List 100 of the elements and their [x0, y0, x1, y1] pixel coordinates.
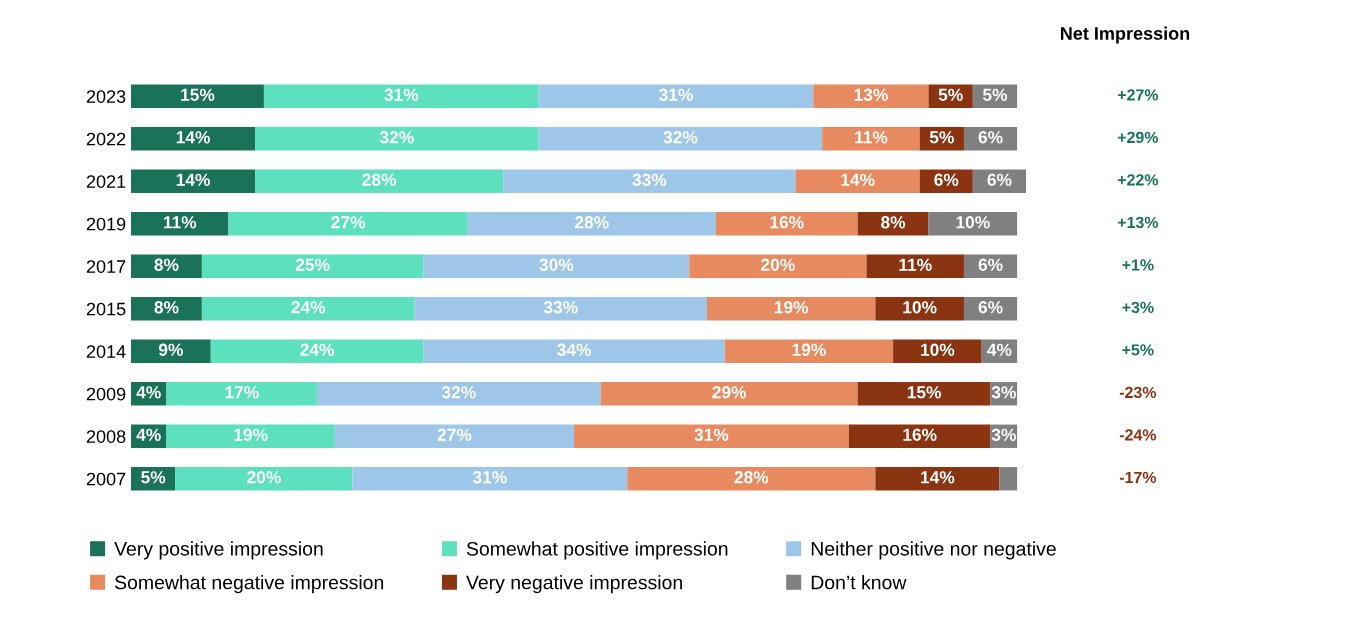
data-label: 24%	[300, 343, 335, 356]
data-label: 28%	[362, 173, 397, 186]
data-label: 11%	[899, 258, 932, 271]
data-label: 32%	[663, 131, 698, 144]
bar	[423, 254, 690, 278]
data-label: 32%	[441, 386, 476, 399]
y-tick-label: 2009	[86, 387, 126, 401]
data-label: 14%	[921, 471, 955, 484]
data-label: 25%	[295, 258, 330, 271]
bar	[538, 84, 814, 108]
legend-label: Neither positive nor negative	[811, 541, 1056, 560]
data-label: 19%	[234, 428, 268, 441]
data-label: 14%	[841, 173, 875, 186]
data-label: 8%	[881, 216, 906, 229]
legend-label: Very positive impression	[114, 541, 323, 560]
data-label: 16%	[770, 216, 804, 229]
text: +22%	[1117, 174, 1159, 186]
text: +5%	[1122, 344, 1154, 356]
bar	[503, 169, 796, 193]
data-label: 10%	[956, 216, 990, 229]
bar	[715, 212, 858, 236]
bar	[166, 382, 318, 406]
bar	[131, 212, 229, 236]
bar	[131, 169, 256, 193]
data-label: 14%	[176, 173, 210, 186]
data-label: 34%	[557, 343, 591, 356]
data-label: 24%	[291, 301, 326, 314]
bar	[175, 467, 353, 491]
y-tick-label: 2023	[86, 90, 126, 103]
legend-label: Don’t know	[811, 575, 907, 590]
legend-label: Somewhat positive impression	[466, 541, 728, 560]
y-tick-label: 2008	[86, 430, 126, 443]
bar	[255, 127, 539, 151]
legend-label: Very negative impression	[466, 575, 682, 594]
data-label: 16%	[903, 428, 937, 441]
data-label: 8%	[154, 258, 179, 271]
bar	[166, 424, 335, 448]
text: Net Impression	[1060, 26, 1190, 44]
bar	[795, 169, 920, 193]
bar	[131, 297, 202, 321]
data-label: 19%	[792, 343, 826, 356]
bar	[627, 467, 876, 491]
y-tick-label: 2021	[86, 175, 126, 188]
bar	[201, 297, 415, 321]
y-tick-label: 2015	[86, 302, 126, 316]
data-label: 5%	[982, 88, 1008, 101]
bar	[201, 254, 424, 278]
bar	[131, 127, 256, 151]
data-label: 32%	[379, 131, 414, 144]
bar	[255, 169, 504, 193]
text: +3%	[1122, 301, 1154, 314]
bar	[352, 467, 628, 491]
bar	[848, 424, 991, 448]
y-tick-label: 2022	[86, 132, 126, 146]
text: -23%	[1119, 386, 1157, 399]
bar	[574, 424, 849, 448]
bar	[822, 127, 920, 151]
text: -17%	[1119, 471, 1157, 484]
data-label: 33%	[632, 173, 667, 186]
bar	[131, 339, 211, 363]
data-label: 10%	[903, 301, 937, 314]
bar	[210, 339, 424, 363]
bar	[875, 467, 1000, 491]
bar	[999, 467, 1018, 491]
data-label: 11%	[163, 216, 197, 229]
bar	[263, 84, 539, 108]
bar	[334, 424, 575, 448]
bar	[600, 382, 858, 406]
data-label: 31%	[384, 88, 419, 101]
data-label: 33%	[543, 301, 578, 314]
bar	[689, 254, 867, 278]
data-label: 31%	[659, 88, 693, 101]
data-label: 27%	[437, 428, 472, 441]
data-label: 20%	[247, 471, 281, 484]
data-label: 28%	[734, 471, 769, 484]
data-label: 3%	[991, 428, 1016, 441]
data-label: 8%	[154, 301, 179, 314]
bar	[317, 382, 601, 406]
text: -24%	[1119, 429, 1157, 441]
data-label: 11%	[855, 131, 888, 144]
data-label: 31%	[472, 471, 507, 484]
bar	[893, 339, 982, 363]
bar	[538, 127, 823, 151]
legend-label: Somewhat negative impression	[115, 575, 384, 594]
data-label: 4%	[987, 343, 1012, 356]
text: +29%	[1117, 131, 1159, 144]
bar	[866, 254, 964, 278]
bar	[875, 297, 964, 321]
data-label: 4%	[136, 386, 161, 399]
data-label: 3%	[991, 386, 1016, 399]
bar	[414, 297, 707, 321]
bar	[813, 84, 929, 108]
data-label: 6%	[987, 173, 1012, 186]
y-tick-label: 2007	[86, 472, 126, 486]
bar	[857, 212, 929, 236]
data-label: 29%	[712, 386, 747, 399]
data-label: 5%	[141, 471, 166, 484]
data-label: 27%	[331, 216, 366, 229]
data-label: 30%	[539, 258, 574, 271]
data-label: 19%	[774, 301, 809, 314]
